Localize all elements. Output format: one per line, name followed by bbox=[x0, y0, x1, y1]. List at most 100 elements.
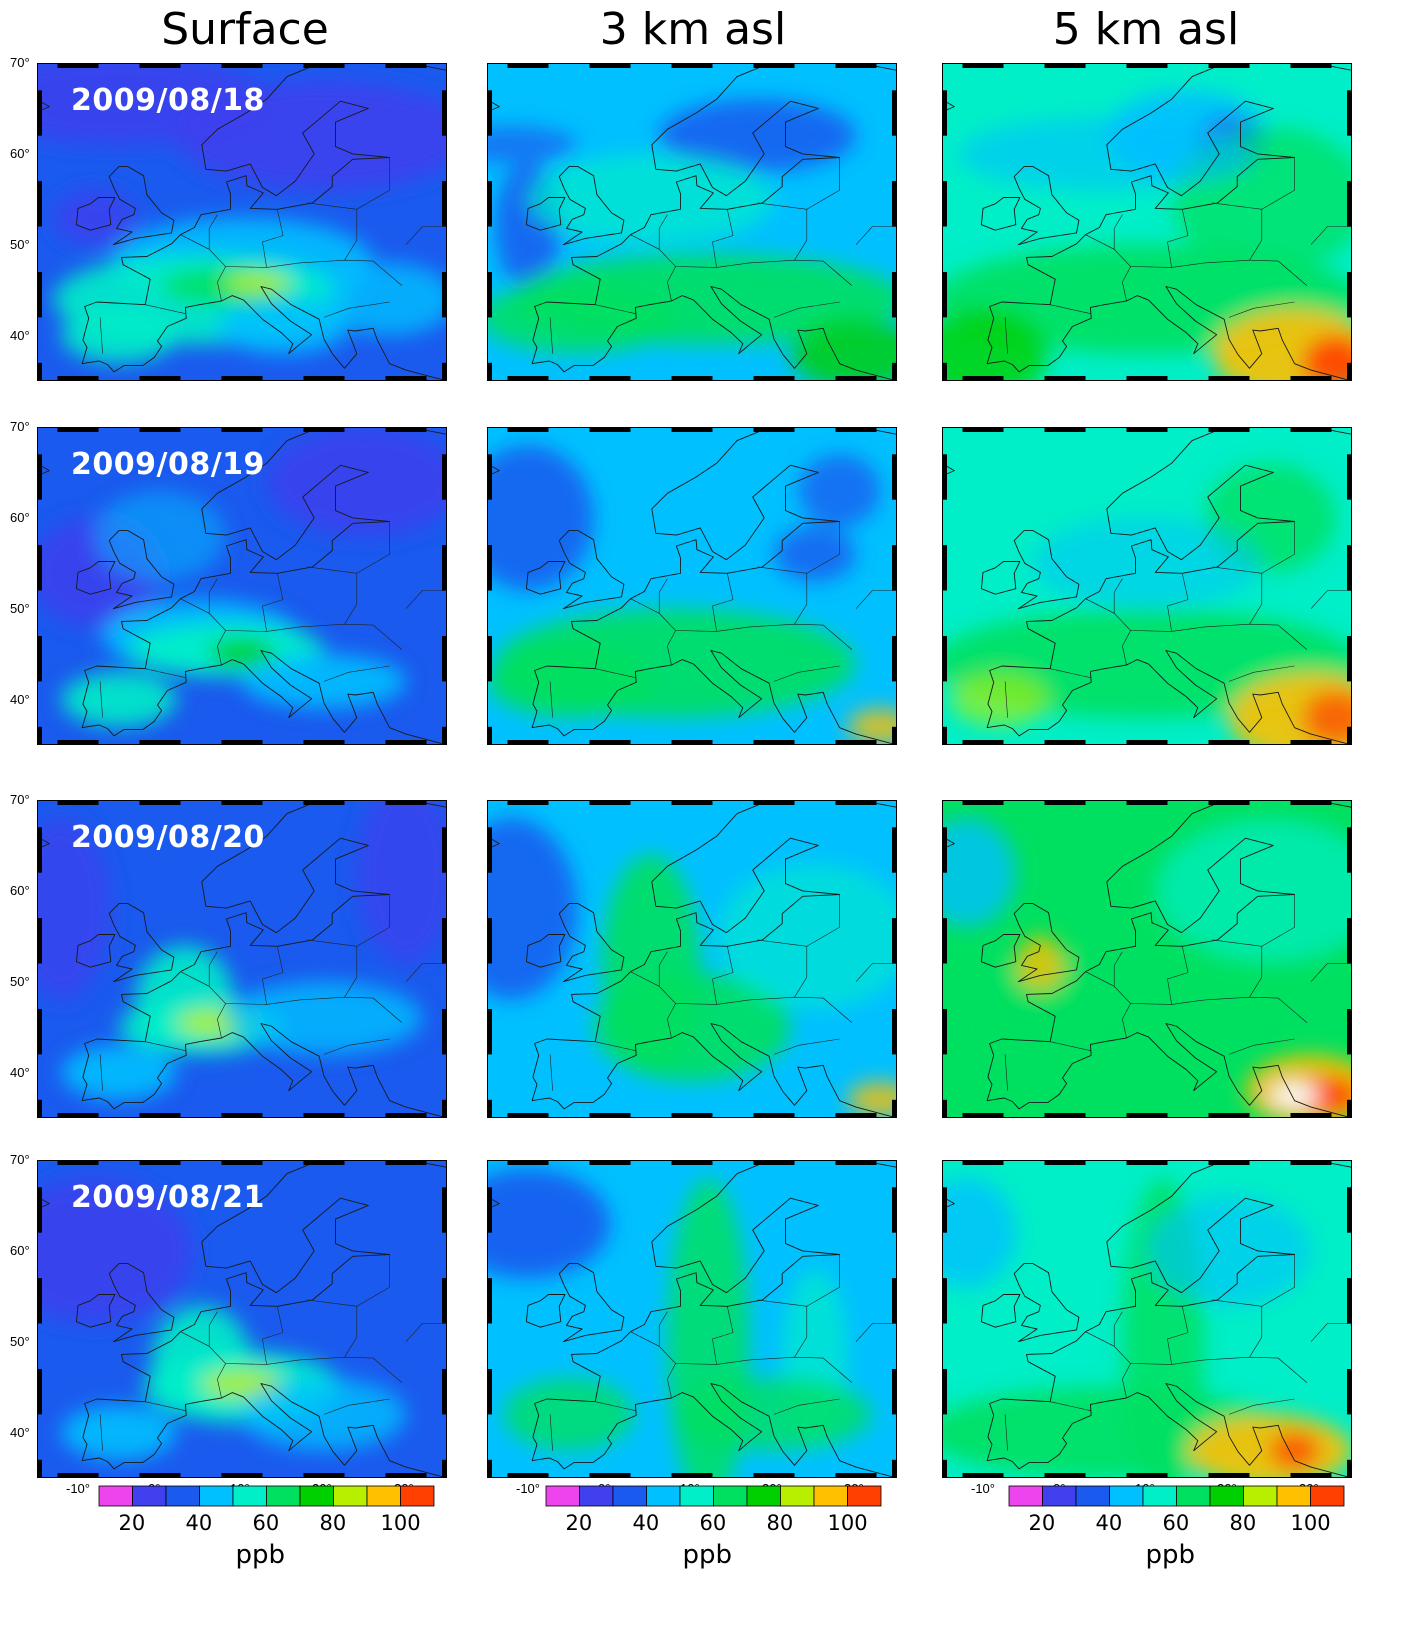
country-border bbox=[1050, 668, 1092, 679]
concentration-region bbox=[324, 262, 447, 336]
coastline bbox=[531, 800, 897, 1118]
ozone-field-map bbox=[942, 63, 1352, 381]
concentration-region bbox=[217, 299, 349, 354]
country-border bbox=[855, 590, 897, 609]
colorbar-tick-label: 60 bbox=[699, 1511, 727, 1535]
country-border bbox=[595, 304, 637, 315]
concentration-region bbox=[61, 1045, 177, 1100]
coastline bbox=[37, 99, 50, 113]
map-panel-r4-c3 bbox=[942, 1160, 1352, 1478]
country-border bbox=[658, 951, 668, 987]
colorbar-swatch bbox=[1075, 1485, 1110, 1507]
concentration-region bbox=[798, 454, 881, 527]
coastline bbox=[942, 99, 955, 113]
colorbar-swatch bbox=[1243, 1485, 1278, 1507]
longitude-tick-label: -10° bbox=[516, 1481, 540, 1496]
column-title-3km: 3 km asl bbox=[599, 4, 787, 55]
country-border bbox=[323, 301, 390, 318]
country-border bbox=[675, 259, 853, 286]
coastline bbox=[558, 166, 625, 246]
colorbar-swatch bbox=[400, 1485, 435, 1507]
country-border bbox=[356, 894, 390, 947]
concentration-region bbox=[225, 273, 292, 292]
coastline bbox=[81, 800, 447, 1118]
country-border bbox=[806, 521, 840, 574]
country-border bbox=[1228, 1038, 1295, 1055]
ozone-field-map bbox=[942, 1160, 1352, 1478]
colorbar-swatch bbox=[132, 1485, 167, 1507]
country-border bbox=[307, 202, 358, 261]
colorbar-swatch bbox=[165, 1485, 200, 1507]
country-border bbox=[675, 1356, 853, 1383]
ozone-field-map bbox=[487, 63, 897, 381]
country-border bbox=[658, 578, 668, 614]
colorbar-swatch bbox=[713, 1485, 748, 1507]
colorbar-surface: 20 40 60 80 100 ppb bbox=[98, 1485, 435, 1570]
concentration-region bbox=[201, 1369, 283, 1398]
country-border bbox=[806, 157, 840, 210]
country-border bbox=[145, 1401, 187, 1412]
country-border bbox=[1167, 209, 1189, 268]
coastline bbox=[980, 561, 1021, 595]
concentration-region bbox=[209, 638, 275, 666]
country-border bbox=[630, 234, 676, 302]
coastline bbox=[487, 1196, 500, 1210]
concentration-region bbox=[487, 126, 578, 163]
country-border bbox=[1050, 304, 1092, 315]
colorbar-swatch bbox=[545, 1485, 580, 1507]
colorbar-tick-label: 40 bbox=[632, 1511, 660, 1535]
concentration-region bbox=[716, 863, 897, 1009]
concentration-region bbox=[847, 708, 897, 745]
country-border bbox=[99, 681, 103, 718]
colorbar-swatch bbox=[612, 1485, 647, 1507]
colorbar-tick-label: 100 bbox=[1290, 1511, 1331, 1535]
latitude-tick-label: 50° bbox=[10, 973, 30, 989]
map-panel-r2-c2 bbox=[487, 427, 897, 745]
latitude-tick-label: 60° bbox=[10, 882, 30, 898]
coastline bbox=[558, 1263, 625, 1343]
colorbar-unit: ppb bbox=[235, 1540, 286, 1570]
country-border bbox=[225, 623, 403, 650]
country-border bbox=[208, 951, 218, 987]
coastline bbox=[75, 1294, 116, 1328]
concentration-region bbox=[593, 972, 791, 1082]
country-border bbox=[773, 1038, 840, 1055]
latitude-tick-label: 70° bbox=[10, 1152, 30, 1167]
latitude-tick-label: 60° bbox=[10, 1242, 30, 1258]
coastline bbox=[558, 530, 625, 610]
country-border bbox=[1167, 1306, 1189, 1365]
concentration-region bbox=[958, 117, 1254, 191]
concentration-region bbox=[1302, 335, 1352, 381]
colorbar-tick-label: 80 bbox=[766, 1511, 794, 1535]
country-border bbox=[1167, 946, 1189, 1005]
country-border bbox=[1113, 1311, 1123, 1347]
date-label: 2009/08/21 bbox=[71, 1180, 265, 1215]
date-label: 2009/08/18 bbox=[71, 83, 265, 118]
map-panel-r2-c1 bbox=[37, 427, 447, 745]
country-border bbox=[356, 521, 390, 574]
coastline bbox=[75, 197, 116, 231]
country-border bbox=[712, 946, 734, 1005]
country-border bbox=[225, 996, 403, 1023]
colorbar-swatch bbox=[646, 1485, 681, 1507]
country-border bbox=[1261, 1254, 1295, 1307]
country-border bbox=[549, 1054, 553, 1091]
country-border bbox=[99, 317, 103, 354]
colorbar-swatch bbox=[232, 1485, 267, 1507]
concentration-region bbox=[1032, 517, 1262, 609]
country-border bbox=[658, 214, 668, 250]
country-border bbox=[145, 668, 187, 679]
colorbar-swatch bbox=[366, 1485, 401, 1507]
colorbar-swatch bbox=[1276, 1485, 1311, 1507]
colorbar-scale bbox=[98, 1485, 435, 1507]
country-border bbox=[549, 1414, 553, 1451]
country-border bbox=[773, 1398, 840, 1415]
map-panel-r3-c3 bbox=[942, 800, 1352, 1118]
colorbar-unit: ppb bbox=[682, 1540, 733, 1570]
concentration-region bbox=[94, 490, 226, 582]
concentration-region bbox=[950, 954, 1180, 1100]
colorbar-scale bbox=[545, 1485, 882, 1507]
country-border bbox=[1212, 202, 1263, 261]
colorbar-swatch bbox=[299, 1485, 334, 1507]
country-border bbox=[595, 1041, 637, 1052]
